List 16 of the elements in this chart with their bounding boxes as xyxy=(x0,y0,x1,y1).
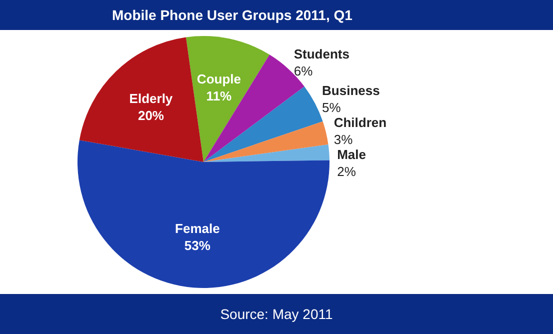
slice-label: Couple xyxy=(196,72,241,87)
data-label: 20% xyxy=(138,108,164,124)
source-note: Source: May 2011 xyxy=(220,306,333,322)
slice-label: Business xyxy=(322,83,380,98)
slice-label: Children xyxy=(334,115,387,130)
data-label: 6% xyxy=(294,64,314,79)
data-label: 2% xyxy=(337,164,356,180)
data-label: 11% xyxy=(206,88,232,104)
data-label: 53% xyxy=(184,238,211,253)
slice-label: Female xyxy=(175,220,220,236)
slice-label: Elderly xyxy=(129,91,174,106)
chart-title: Mobile Phone User Groups 2011, Q1 xyxy=(0,0,553,30)
slice-label: Students xyxy=(294,46,350,62)
data-label: 3% xyxy=(334,132,354,148)
slice-label: Male xyxy=(337,147,366,162)
data-label: 5% xyxy=(322,100,342,116)
